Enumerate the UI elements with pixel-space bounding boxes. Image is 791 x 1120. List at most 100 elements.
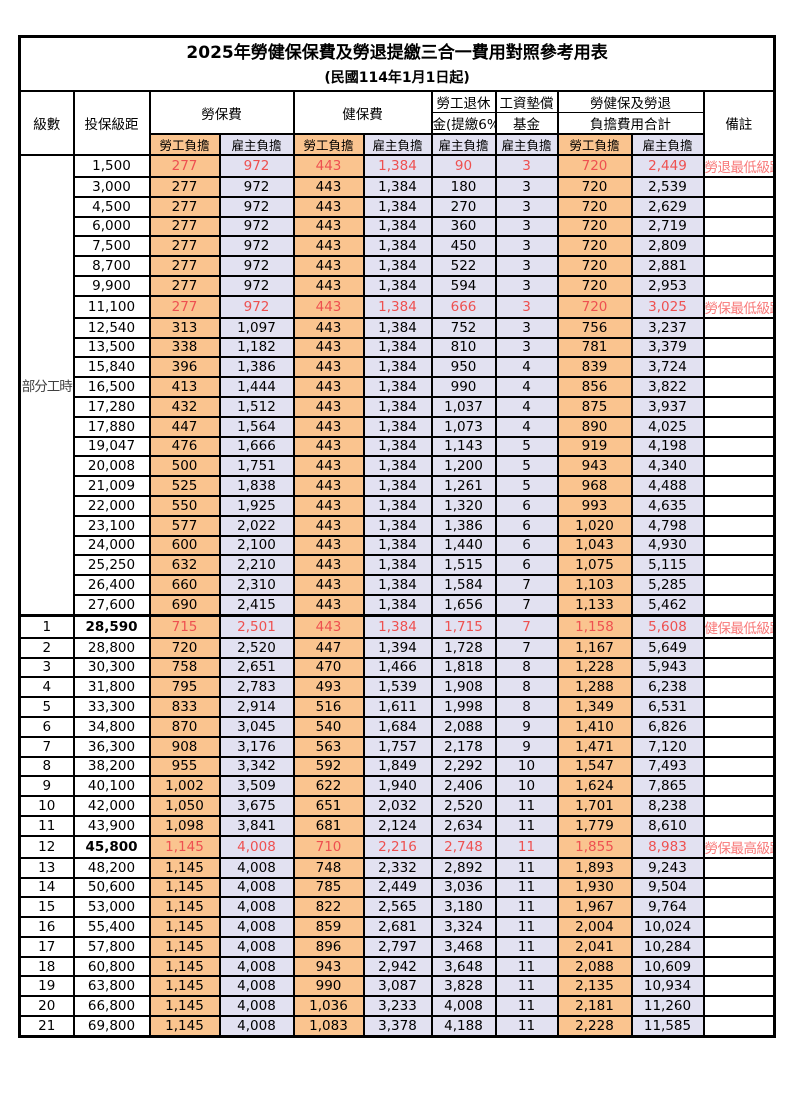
cell-hi-employee: 1,036 xyxy=(292,995,365,1018)
cell-level: 6 xyxy=(18,715,75,738)
cell-total-employee: 1,855 xyxy=(556,834,633,859)
cell-remark xyxy=(702,814,776,837)
cell-total-employee: 1,930 xyxy=(556,876,633,899)
cell-li-employee: 1,145 xyxy=(148,995,221,1018)
cell-pension-employer: 810 xyxy=(430,336,497,359)
cell-li-employer: 4,008 xyxy=(218,975,295,998)
cell-total-employee: 1,893 xyxy=(556,856,633,879)
cell-pension-employer: 3,828 xyxy=(430,975,497,998)
cell-total-employer: 9,243 xyxy=(630,856,705,879)
cell-remark xyxy=(702,696,776,718)
cell-pension-employer: 360 xyxy=(430,215,497,238)
cell-hi-employer: 1,384 xyxy=(362,294,433,319)
cell-hi-employer: 1,384 xyxy=(362,554,433,577)
table-row: 9 40,100 1,002 3,509 622 1,940 2,406 10 1,624 7,8… xyxy=(18,775,776,798)
cell-hi-employer: 1,384 xyxy=(362,195,433,218)
cell-total-employee: 968 xyxy=(556,475,633,497)
cell-total-employee: 2,228 xyxy=(556,1015,633,1038)
cell-li-employer: 3,841 xyxy=(218,814,295,837)
cell-pension-employer: 2,178 xyxy=(430,735,497,758)
cell-wage-fund-employer: 5 xyxy=(494,435,559,458)
cell-li-employer: 4,008 xyxy=(218,995,295,1018)
cell-total-employer: 2,539 xyxy=(630,176,705,198)
cell-wage-fund-employer: 11 xyxy=(494,856,559,879)
cell-remark xyxy=(702,395,776,418)
cell-remark xyxy=(702,795,776,817)
cell-li-employer: 4,008 xyxy=(218,1015,295,1038)
cell-total-employer: 3,724 xyxy=(630,356,705,379)
cell-li-employee: 1,145 xyxy=(148,916,221,938)
cell-wage-fund-employer: 10 xyxy=(494,755,559,778)
cell-total-employee: 1,624 xyxy=(556,775,633,798)
cell-hi-employer: 1,384 xyxy=(362,613,433,639)
cell-hi-employee: 443 xyxy=(292,316,365,339)
cell-total-employer: 2,629 xyxy=(630,195,705,218)
cell-wage-fund-employer: 5 xyxy=(494,475,559,497)
cell-hi-employer: 2,565 xyxy=(362,896,433,919)
cell-hi-employee: 443 xyxy=(292,356,365,379)
cell-pension-employer: 3,468 xyxy=(430,935,497,958)
cell-bracket: 63,800 xyxy=(72,975,151,998)
cell-remark xyxy=(702,455,776,478)
cell-pension-employer: 1,037 xyxy=(430,395,497,418)
cell-remark xyxy=(702,274,776,297)
cell-li-employee: 1,145 xyxy=(148,834,221,859)
cell-pension-employer: 950 xyxy=(430,356,497,379)
cell-hi-employer: 1,384 xyxy=(362,574,433,596)
cell-bracket: 50,600 xyxy=(72,876,151,899)
cell-hi-employee: 622 xyxy=(292,775,365,798)
cell-li-employer: 1,512 xyxy=(218,395,295,418)
cell-bracket: 17,880 xyxy=(72,415,151,438)
cell-hi-employee: 443 xyxy=(292,554,365,577)
cell-li-employee: 277 xyxy=(148,176,221,198)
cell-li-employee: 550 xyxy=(148,494,221,517)
cell-remark xyxy=(702,935,776,958)
cell-li-employee: 277 xyxy=(148,215,221,238)
cell-wage-fund-employer: 4 xyxy=(494,395,559,418)
cell-bracket: 25,250 xyxy=(72,554,151,577)
cell-bracket: 53,000 xyxy=(72,896,151,919)
cell-wage-fund-employer: 4 xyxy=(494,415,559,438)
cell-li-employer: 4,008 xyxy=(218,856,295,879)
table-row: 20,008 500 1,751 443 1,384 1,200 5 943 4,340 xyxy=(20,455,776,478)
cell-hi-employer: 1,384 xyxy=(362,395,433,418)
cell-hi-employer: 2,449 xyxy=(362,876,433,899)
cell-total-employer: 4,198 xyxy=(630,435,705,458)
cell-hi-employee: 785 xyxy=(292,876,365,899)
cell-total-employer: 5,115 xyxy=(630,554,705,577)
cell-li-employer: 1,751 xyxy=(218,455,295,478)
cell-hi-employer: 1,384 xyxy=(362,435,433,458)
cell-hi-employee: 896 xyxy=(292,935,365,958)
cell-wage-fund-employer: 11 xyxy=(494,896,559,919)
cell-li-employee: 720 xyxy=(148,636,221,659)
cell-pension-employer: 1,073 xyxy=(430,415,497,438)
cell-wage-fund-employer: 3 xyxy=(494,274,559,297)
cell-total-employer: 4,635 xyxy=(630,494,705,517)
table-body: 部分工時1,5002779724431,3849037202,449勞退最低級距… xyxy=(18,153,776,1038)
cell-li-employee: 833 xyxy=(148,696,221,718)
cell-hi-employer: 3,233 xyxy=(362,995,433,1018)
table-row: 1 28,590 715 2,501 443 1,384 1,715 7 1,158 5,608 健… xyxy=(18,613,776,639)
cell-level: 13 xyxy=(18,856,75,879)
cell-li-employee: 690 xyxy=(148,593,221,617)
header-row-1: 級數 投保級距 勞保費 健保費 勞工退休 工資墊償 勞健保及勞退 備註 xyxy=(18,90,776,156)
cell-hi-employer: 3,087 xyxy=(362,975,433,998)
cell-remark xyxy=(702,755,776,778)
table-row: 16,500 413 1,444 443 1,384 990 4 856 3,822 xyxy=(20,376,776,398)
cell-wage-fund-employer: 3 xyxy=(494,336,559,359)
cell-total-employer: 11,260 xyxy=(630,995,705,1018)
cell-pension-employer: 3,036 xyxy=(430,876,497,899)
cell-hi-employer: 2,797 xyxy=(362,935,433,958)
cell-li-employee: 476 xyxy=(148,435,221,458)
table-row: 19,047 476 1,666 443 1,384 1,143 5 919 4,198 xyxy=(20,435,776,458)
table-row: 23,100 577 2,022 443 1,384 1,386 6 1,020 4,798 xyxy=(20,514,776,537)
cell-total-employee: 1,779 xyxy=(556,814,633,837)
cell-bracket: 7,500 xyxy=(72,235,151,258)
cell-level: 15 xyxy=(18,896,75,919)
cell-level: 5 xyxy=(18,696,75,718)
table-row: 6,000 277 972 443 1,384 360 3 720 2,719 xyxy=(20,215,776,238)
cell-hi-employer: 1,384 xyxy=(362,274,433,297)
cell-level: 8 xyxy=(18,755,75,778)
table-row: 24,000 600 2,100 443 1,384 1,440 6 1,043 4,930 xyxy=(20,534,776,557)
cell-li-employer: 4,008 xyxy=(218,896,295,919)
